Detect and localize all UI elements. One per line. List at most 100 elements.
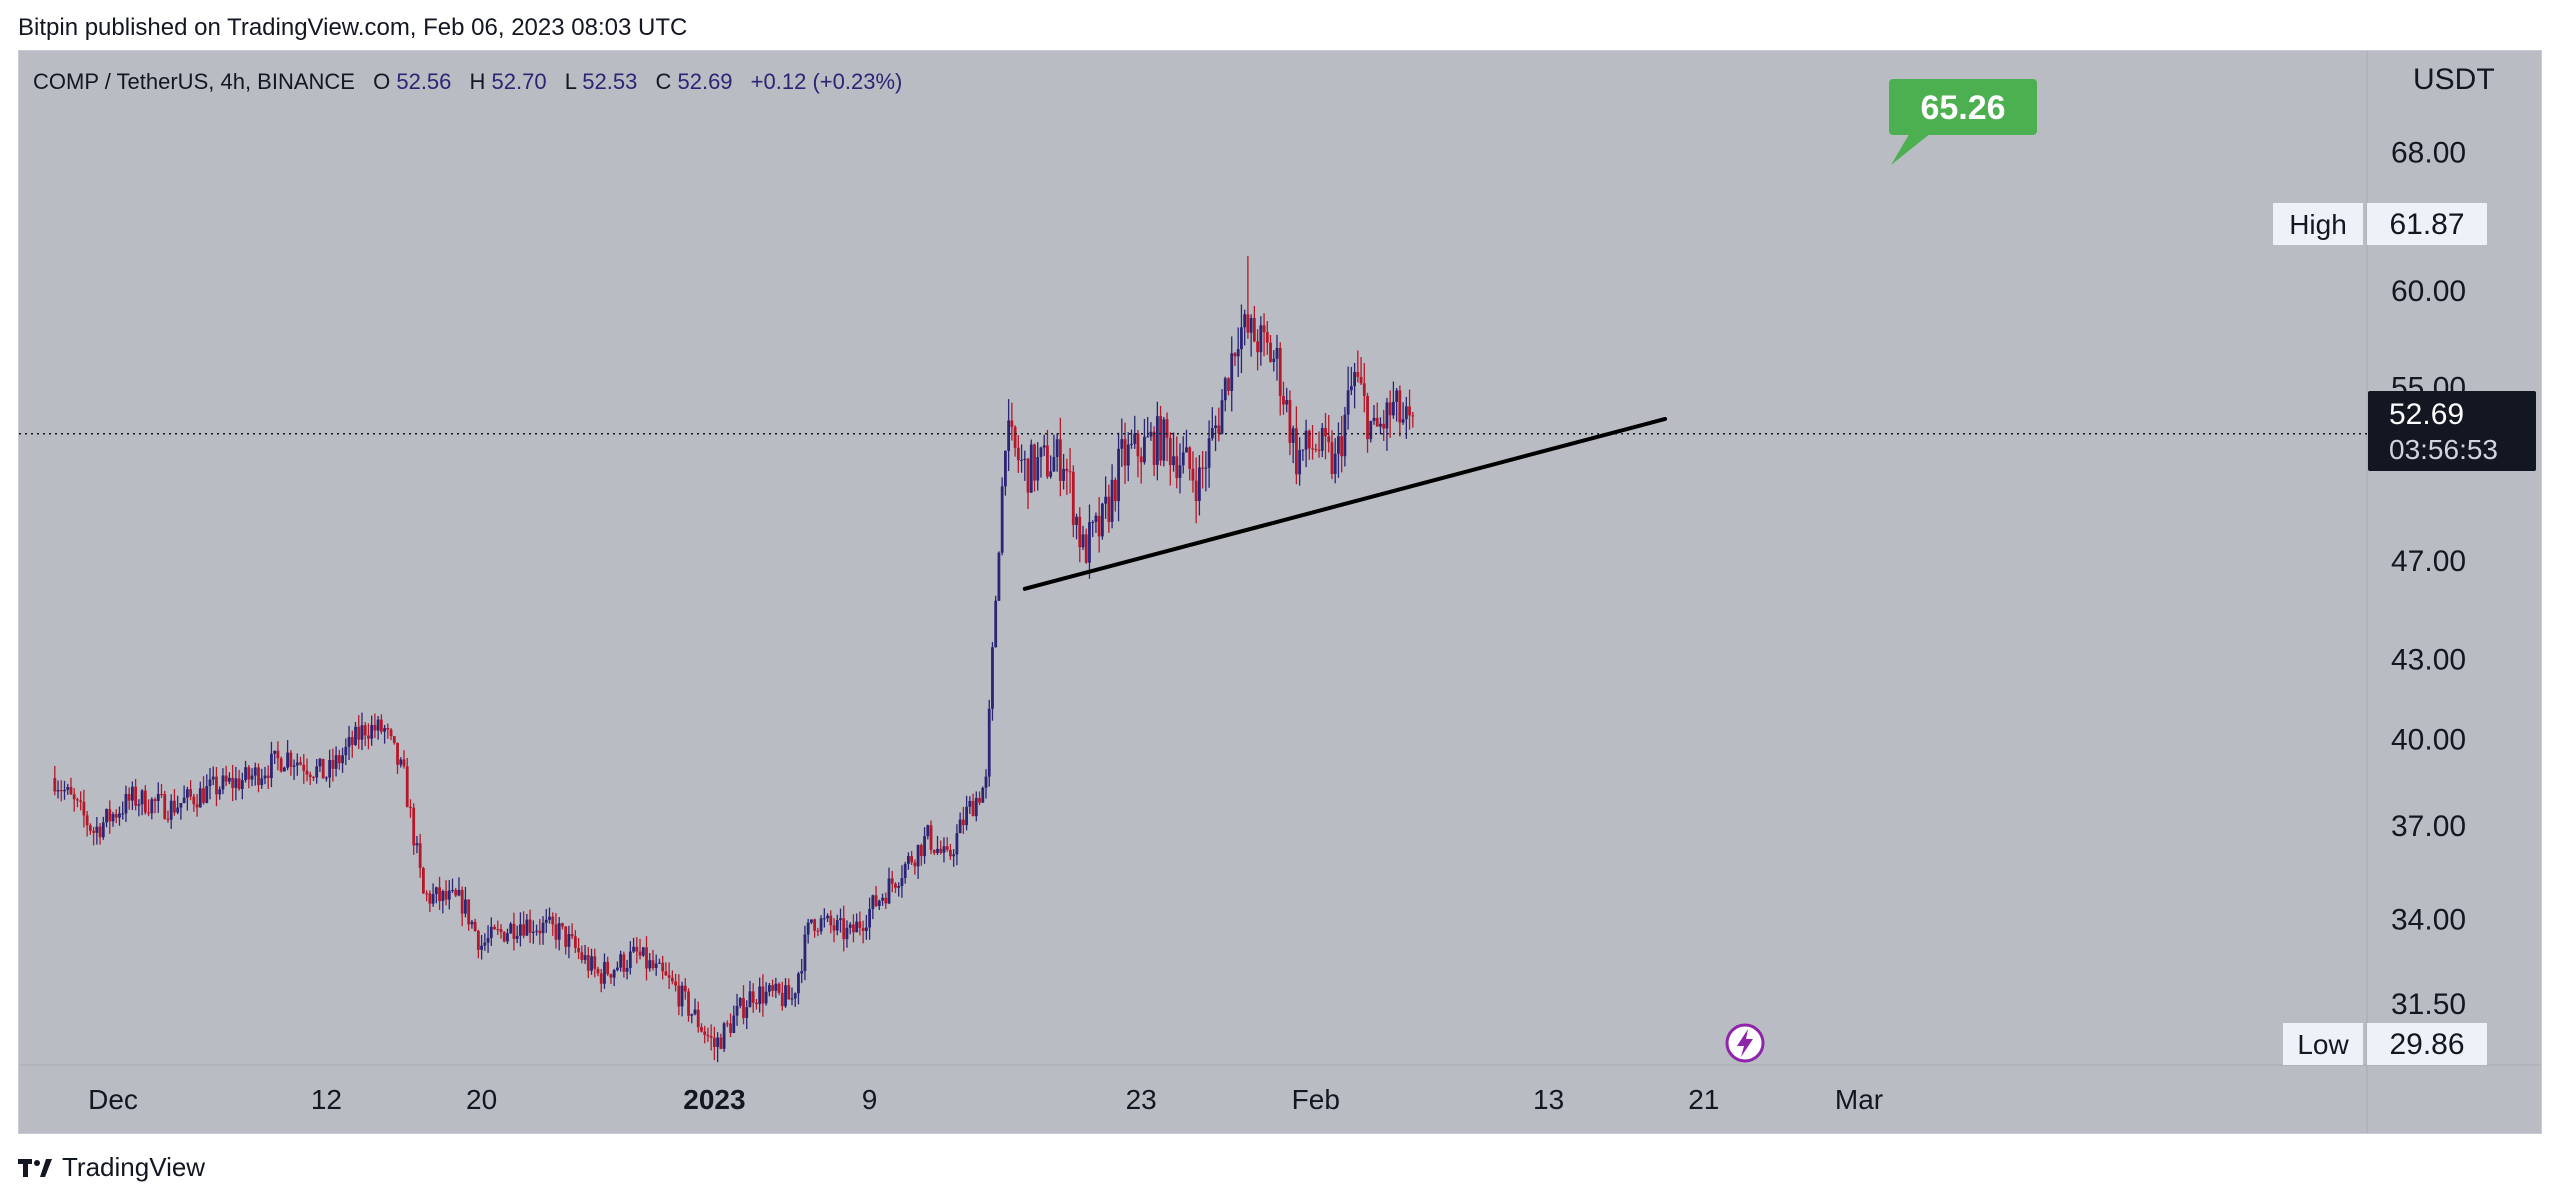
candle-body — [777, 983, 781, 993]
price-chart[interactable]: 68.0060.0055.0047.0043.0040.0037.0034.00… — [19, 51, 2541, 1133]
candle-body — [1408, 406, 1411, 416]
candle-body — [767, 985, 771, 992]
low-value: 29.86 — [2389, 1028, 2464, 1061]
candle-body — [890, 878, 894, 884]
candle-body — [464, 899, 467, 914]
callout-pointer — [1891, 131, 1931, 165]
footer: TradingView — [18, 1152, 205, 1183]
candle-body — [696, 1009, 700, 1028]
last-price-badge: 52.69 03:56:53 — [2368, 391, 2536, 471]
candle-body — [1000, 486, 1004, 553]
candle-body — [1395, 390, 1399, 402]
price-tick-label: 43.00 — [2391, 644, 2466, 677]
candle-body — [402, 759, 406, 767]
candle-body — [467, 899, 471, 925]
candle-body — [1078, 516, 1082, 548]
candle-body — [683, 985, 687, 992]
candle-body — [1269, 342, 1272, 362]
candle-body — [942, 846, 946, 853]
legend-low: 52.53 — [582, 69, 637, 94]
candle-body — [881, 897, 884, 901]
candle-body — [1139, 456, 1143, 463]
candle-body — [1385, 402, 1389, 429]
candle-body — [1152, 431, 1156, 465]
candle-body — [399, 759, 403, 765]
candle-body — [528, 919, 532, 933]
candle-body — [784, 985, 787, 1007]
trendline[interactable] — [1022, 416, 1667, 591]
candle-body — [735, 1005, 739, 1016]
candle-body — [1155, 416, 1159, 465]
candle-body — [1175, 456, 1179, 479]
chart-frame[interactable]: 68.00 60.00 55.00 47.00 43.00 40.00 37.00 34.00… — [18, 50, 2542, 1134]
candle-body — [764, 991, 768, 1004]
candle-body — [1023, 458, 1027, 460]
candle-body — [1401, 419, 1405, 423]
price-callout[interactable]: 65.26 — [1889, 79, 2037, 165]
candle-body — [260, 778, 264, 786]
time-axis-background[interactable] — [19, 1065, 2541, 1133]
candle-body — [1136, 433, 1140, 457]
candle-body — [121, 813, 125, 815]
candle-body — [1217, 425, 1221, 434]
candle-body — [1026, 458, 1030, 493]
plot-background[interactable] — [19, 51, 2367, 1065]
candle-body — [635, 946, 639, 952]
candle-body — [237, 778, 241, 789]
candle-body — [1075, 516, 1078, 525]
candle-body — [363, 725, 367, 736]
candle-body — [499, 929, 503, 933]
candle-body — [816, 930, 820, 932]
candle-body — [1227, 378, 1230, 391]
candle-body — [583, 955, 587, 960]
price-axis-ticks: 68.0060.0055.0047.0043.0040.0037.0034.00… — [2391, 137, 2466, 1021]
candle-body — [593, 956, 597, 969]
candle-body — [1359, 376, 1363, 384]
candle-body — [1020, 459, 1023, 461]
candle-body — [787, 985, 791, 1000]
candle-body — [864, 927, 868, 931]
candle-body — [1288, 400, 1292, 443]
candle-body — [981, 787, 985, 803]
tradingview-logo-text[interactable]: TradingView — [62, 1152, 206, 1182]
candle-body — [506, 933, 509, 942]
candle-body — [143, 790, 147, 813]
candle-body — [1207, 438, 1211, 468]
price-axis-currency: USDT — [2413, 63, 2495, 96]
candle-body — [150, 799, 154, 814]
candle-body — [289, 752, 293, 767]
candle-body — [428, 893, 432, 904]
candle-body — [1204, 467, 1208, 469]
candle-body — [1282, 395, 1285, 405]
candle-body — [690, 1014, 694, 1016]
candle-body — [877, 900, 881, 906]
candle-body — [1016, 447, 1020, 461]
candle-body — [1298, 450, 1302, 475]
candle-body — [425, 893, 429, 895]
legend-close-label: C — [655, 69, 671, 94]
lightning-icon[interactable] — [1725, 1023, 1765, 1063]
candle-body — [641, 947, 645, 956]
candle-body — [709, 1036, 713, 1038]
time-tick-label: 2023 — [683, 1084, 745, 1115]
candle-body — [845, 927, 849, 940]
candle-body — [111, 814, 115, 822]
candle-body — [457, 889, 461, 896]
candle-body — [218, 789, 222, 795]
candle-body — [1188, 447, 1192, 469]
tradingview-logo-icon[interactable] — [18, 1157, 54, 1179]
candle-body — [412, 807, 416, 846]
candle-body — [198, 788, 202, 808]
candle-body — [389, 729, 393, 737]
candle-body — [997, 552, 1001, 601]
candle-body — [722, 1023, 726, 1049]
candle-body — [1149, 431, 1153, 437]
candle-body — [328, 759, 332, 778]
candle-body — [85, 815, 89, 826]
candle-body — [745, 1007, 749, 1018]
candle-body — [1343, 414, 1347, 457]
candle-body — [612, 970, 616, 978]
candle-body — [525, 919, 529, 936]
candle-body — [1120, 439, 1124, 449]
candle-body — [729, 1023, 732, 1033]
